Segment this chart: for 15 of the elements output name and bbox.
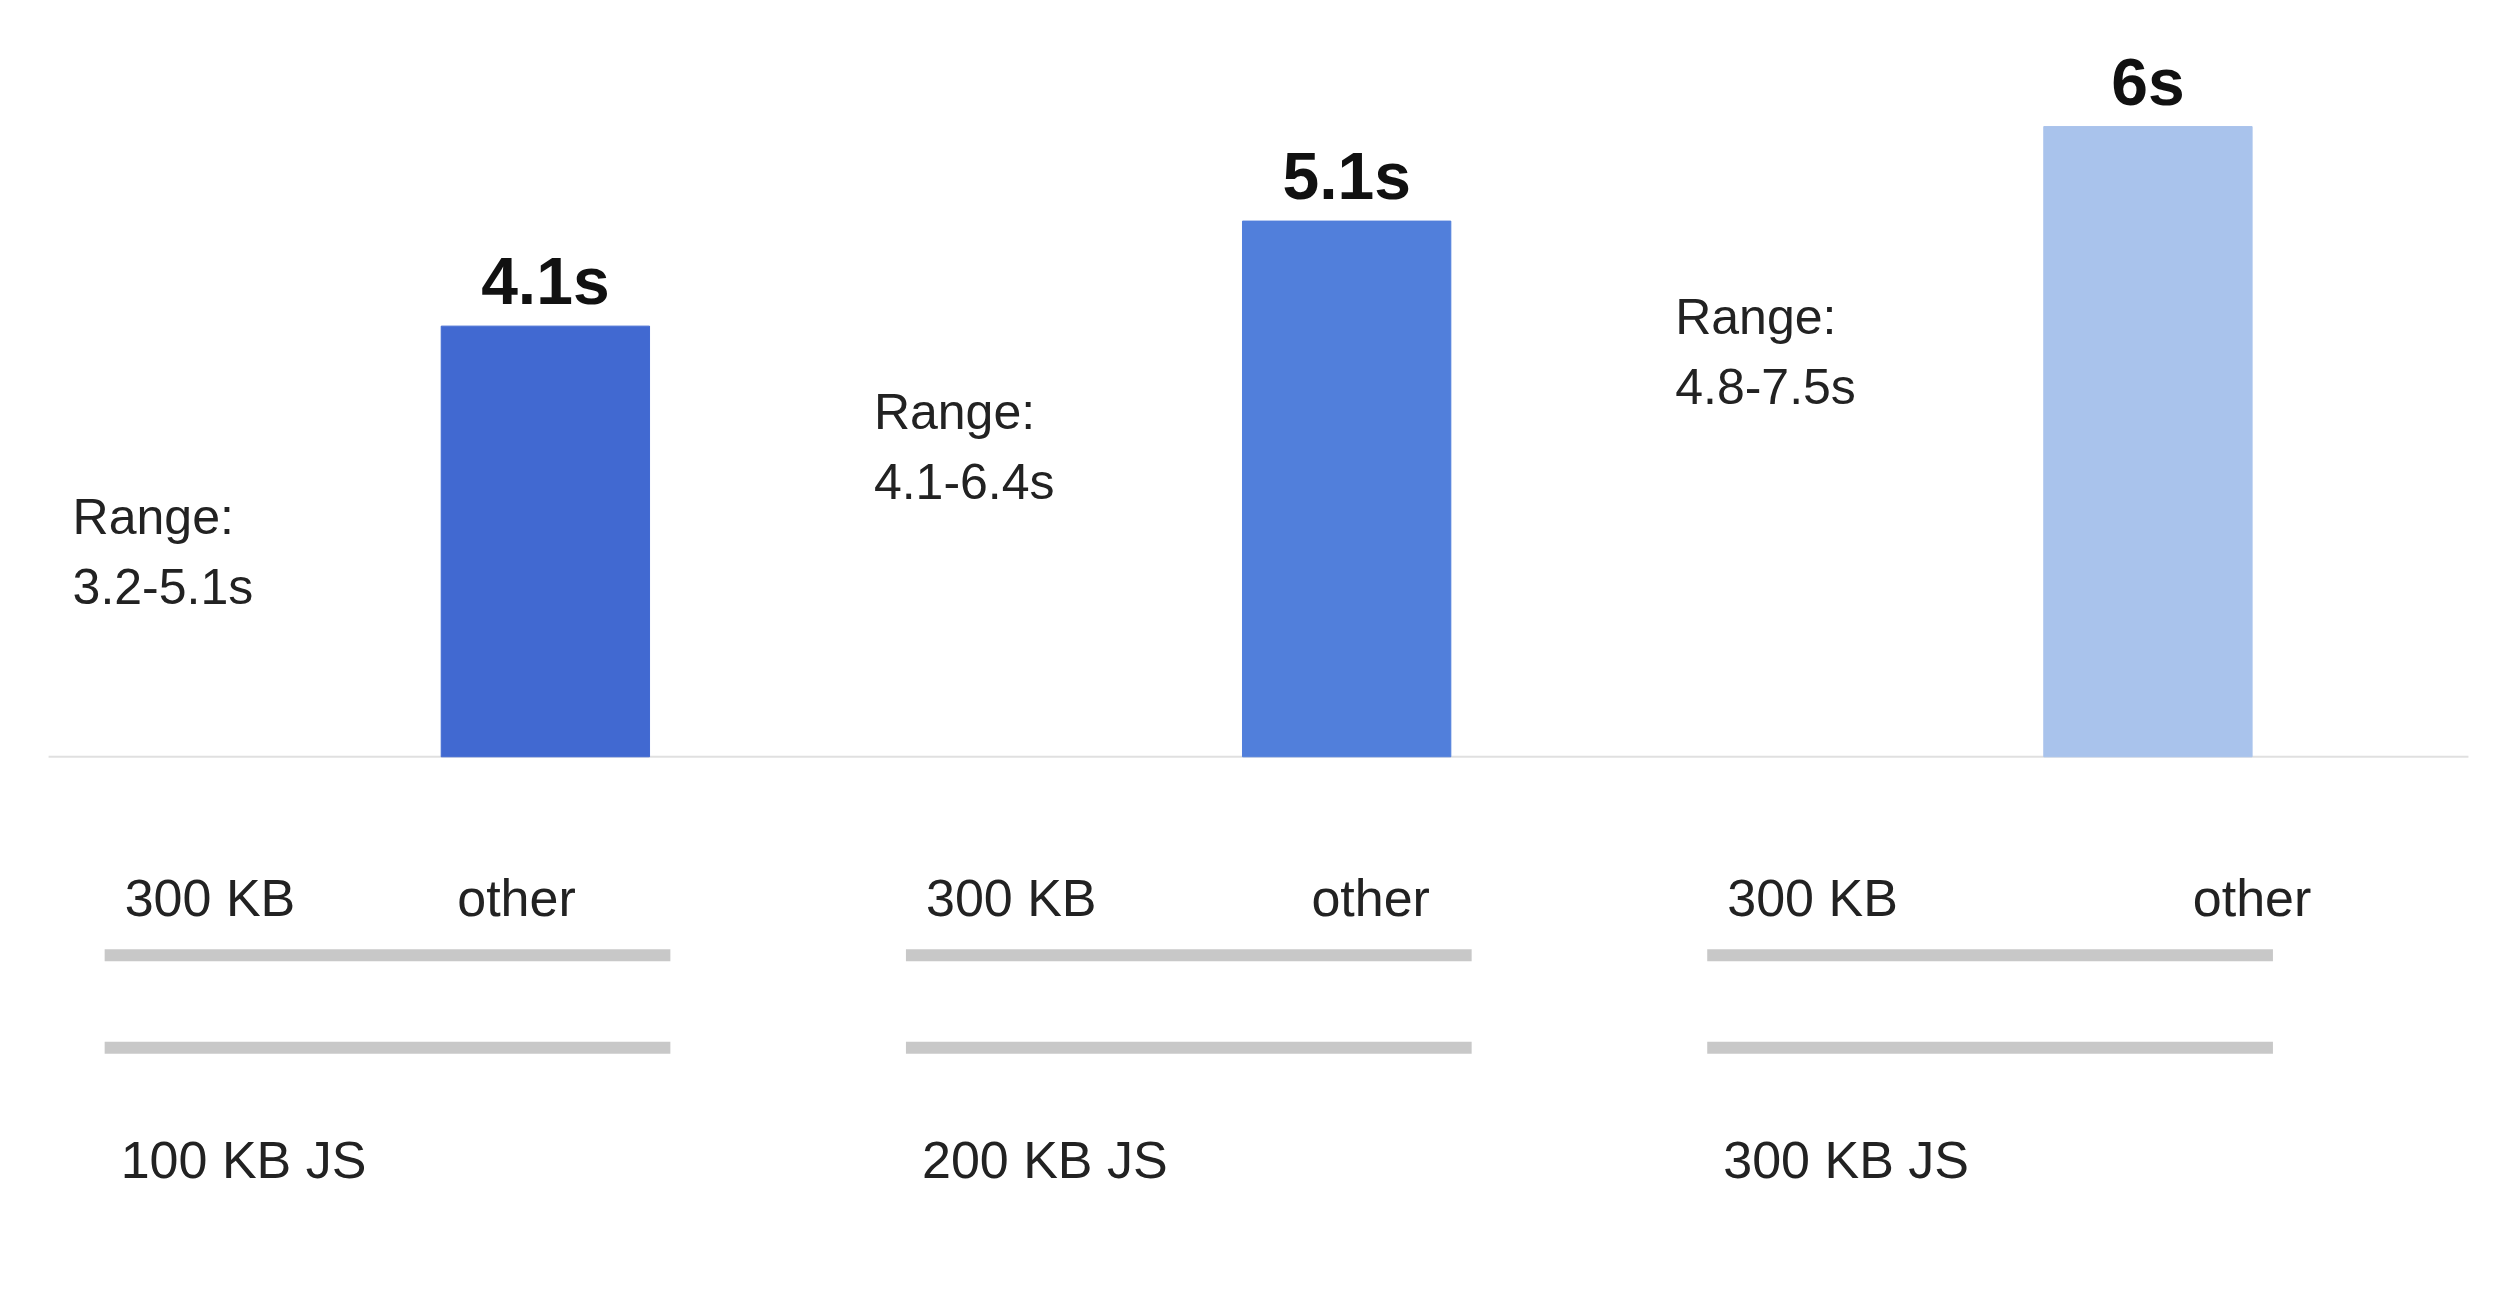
text: other [457, 868, 576, 927]
data-label: 4.1s [481, 244, 610, 319]
text: 200 KB JS [921, 1131, 1168, 1190]
text: 300 KB JS [1723, 1131, 1969, 1190]
text: 300 KB [1727, 868, 1898, 927]
annotation: Range: 3.2-5.1s [72, 488, 254, 615]
text: 300 KB [124, 868, 296, 927]
annotation: Range: 4.8-7.5s [1675, 289, 1856, 416]
data-label: 5.1s [1282, 139, 1411, 214]
text: 300 KB [925, 868, 1097, 927]
text: 100 KB JS [120, 1131, 367, 1190]
text: other [2192, 868, 2312, 927]
text: other [1311, 868, 1430, 927]
data-label: 6s [2111, 44, 2185, 119]
annotation: Range: 4.1-6.4s [873, 383, 1055, 510]
